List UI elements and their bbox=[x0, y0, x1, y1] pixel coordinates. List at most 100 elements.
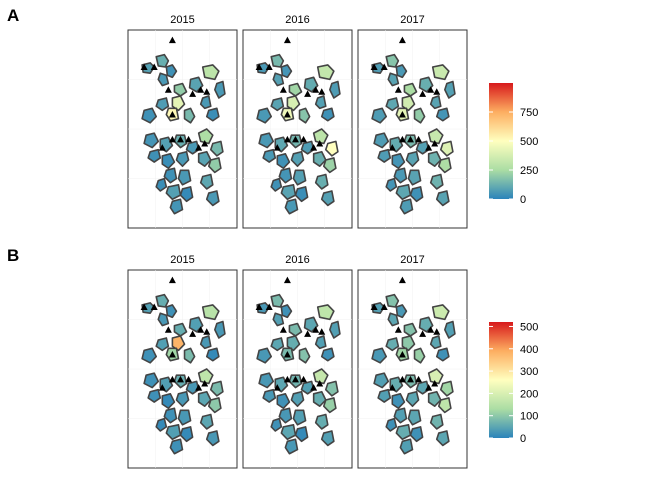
facet-title: 2016 bbox=[285, 14, 309, 26]
district-polygon bbox=[378, 390, 390, 402]
site-marker bbox=[140, 303, 148, 310]
legend-tick-label: 100 bbox=[520, 411, 538, 423]
site-marker bbox=[195, 384, 203, 391]
district-polygon bbox=[207, 431, 219, 445]
legend-tick-label: 200 bbox=[520, 388, 538, 400]
district-polygon bbox=[273, 313, 283, 325]
site-marker bbox=[197, 86, 205, 93]
district-polygon bbox=[437, 191, 449, 205]
district-polygon bbox=[386, 295, 398, 307]
color-legend: 0 250 500 750 bbox=[489, 83, 538, 206]
district-polygon bbox=[187, 141, 199, 153]
district-polygon bbox=[429, 369, 443, 383]
facet-title: 2017 bbox=[400, 14, 424, 26]
district-polygon bbox=[207, 191, 219, 205]
facet-title: 2017 bbox=[400, 254, 424, 266]
site-marker bbox=[168, 36, 176, 44]
district-polygon bbox=[408, 410, 420, 424]
district-polygon bbox=[441, 141, 453, 155]
district-polygon bbox=[199, 129, 213, 143]
district-polygon bbox=[386, 179, 396, 191]
district-polygon bbox=[279, 408, 291, 422]
district-polygon bbox=[166, 185, 180, 199]
site-marker bbox=[388, 144, 396, 151]
district-polygon bbox=[394, 408, 406, 422]
district-polygon bbox=[302, 141, 314, 153]
district-polygon bbox=[404, 84, 416, 96]
district-polygon bbox=[156, 55, 168, 67]
district-polygon bbox=[445, 321, 455, 338]
district-polygon bbox=[433, 305, 449, 319]
district-polygon bbox=[215, 321, 225, 338]
color-legend: 0 100 200 300 400 500 bbox=[489, 321, 538, 445]
site-marker bbox=[370, 303, 378, 310]
district-polygon bbox=[158, 73, 168, 85]
district-polygon bbox=[180, 427, 192, 441]
district-polygon bbox=[429, 392, 441, 406]
district-polygon bbox=[388, 313, 398, 325]
facet-2015: 2015 bbox=[127, 254, 238, 469]
district-polygon bbox=[185, 108, 195, 122]
site-marker bbox=[150, 63, 158, 70]
site-marker bbox=[291, 135, 299, 143]
site-marker bbox=[291, 375, 299, 383]
site-marker bbox=[203, 328, 211, 335]
legend-tick-label: 300 bbox=[520, 366, 538, 378]
district-polygon bbox=[302, 381, 314, 393]
district-polygon bbox=[396, 305, 406, 317]
site-marker bbox=[433, 328, 441, 335]
district-polygon bbox=[374, 133, 388, 147]
district-polygon bbox=[322, 431, 334, 445]
district-polygon bbox=[437, 348, 449, 360]
district-polygon bbox=[318, 65, 334, 79]
site-marker bbox=[398, 276, 406, 284]
district-polygon bbox=[172, 336, 184, 350]
site-marker bbox=[419, 90, 427, 97]
site-marker bbox=[273, 384, 281, 391]
map-layer bbox=[257, 295, 340, 454]
district-polygon bbox=[156, 98, 168, 110]
site-marker bbox=[380, 303, 388, 310]
district-polygon bbox=[439, 398, 451, 412]
district-polygon bbox=[259, 373, 273, 387]
district-polygon bbox=[410, 427, 422, 441]
district-polygon bbox=[158, 313, 168, 325]
district-polygon bbox=[178, 410, 190, 424]
district-polygon bbox=[291, 392, 303, 406]
site-marker bbox=[185, 375, 193, 383]
site-marker bbox=[283, 36, 291, 44]
site-marker bbox=[398, 36, 406, 44]
district-polygon bbox=[257, 348, 271, 362]
district-polygon bbox=[372, 348, 386, 362]
district-polygon bbox=[174, 324, 186, 336]
site-marker bbox=[398, 375, 406, 383]
district-polygon bbox=[201, 336, 211, 348]
district-polygon bbox=[281, 65, 291, 77]
district-polygon bbox=[185, 348, 195, 362]
site-marker bbox=[164, 326, 172, 333]
district-polygon bbox=[431, 174, 443, 188]
district-polygon bbox=[404, 324, 416, 336]
district-polygon bbox=[156, 179, 166, 191]
facet-2016: 2016 bbox=[242, 14, 353, 229]
facet-title: 2016 bbox=[285, 254, 309, 266]
district-polygon bbox=[277, 394, 289, 408]
map-layer bbox=[372, 55, 455, 214]
site-marker bbox=[201, 379, 209, 387]
district-polygon bbox=[289, 324, 301, 336]
facet-2015: 2015 bbox=[127, 14, 238, 229]
district-polygon bbox=[172, 96, 184, 110]
district-polygon bbox=[295, 187, 307, 201]
district-polygon bbox=[392, 394, 404, 408]
site-marker bbox=[265, 303, 273, 310]
site-marker bbox=[431, 139, 439, 147]
district-polygon bbox=[199, 369, 213, 383]
district-polygon bbox=[386, 98, 398, 110]
site-marker bbox=[310, 384, 318, 391]
district-polygon bbox=[293, 170, 305, 184]
district-polygon bbox=[259, 133, 273, 147]
site-marker bbox=[279, 86, 287, 93]
district-polygon bbox=[257, 108, 271, 122]
site-marker bbox=[398, 135, 406, 143]
site-marker bbox=[195, 144, 203, 151]
